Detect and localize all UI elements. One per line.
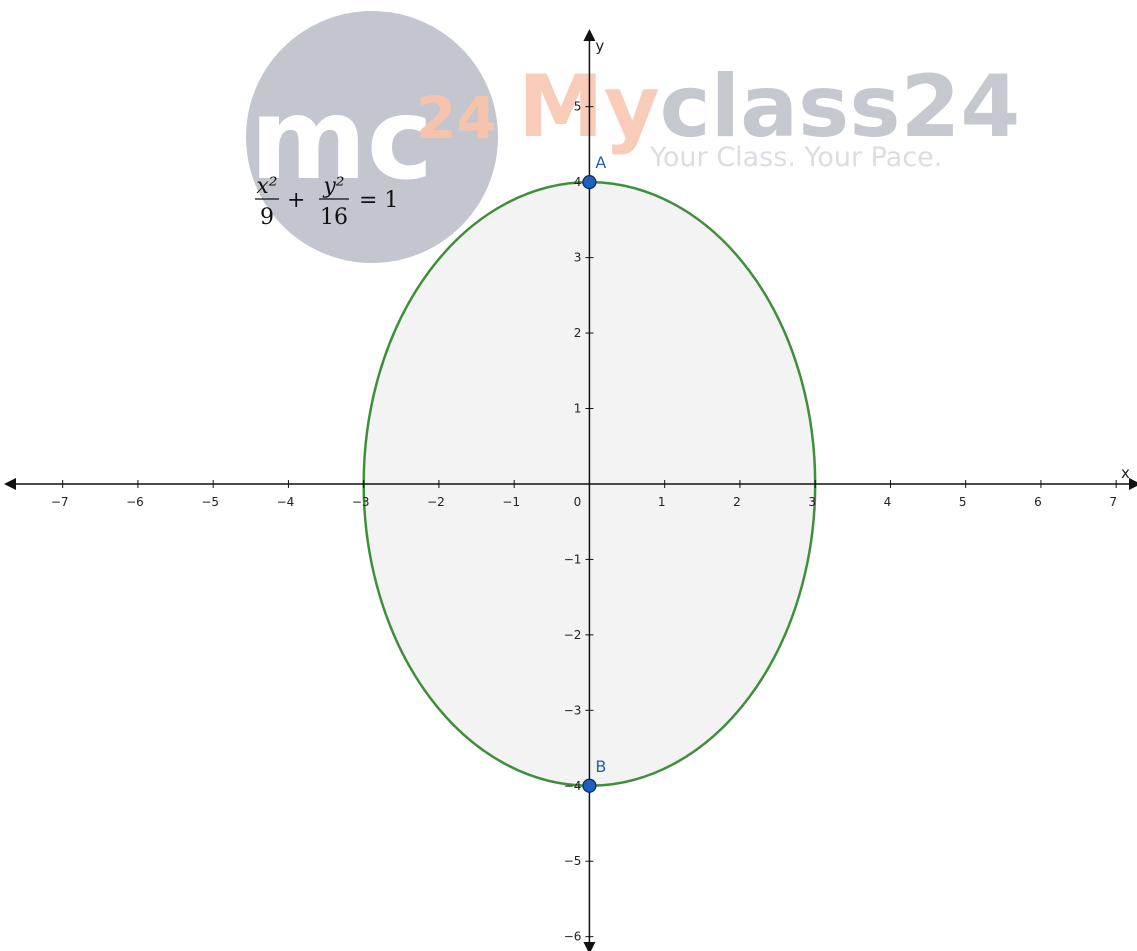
point-label: B <box>595 757 606 776</box>
x-tick-label: 4 <box>884 495 892 509</box>
rhs: = 1 <box>359 188 398 213</box>
denominator: 9 <box>260 205 274 230</box>
watermark-tagline: Your Class. Your Pace. <box>649 142 942 173</box>
x-tick-label: −3 <box>352 495 370 509</box>
denominator: 16 <box>320 205 348 230</box>
x-axis-label: x <box>1121 464 1130 482</box>
x-tick-label: −4 <box>277 495 295 509</box>
y-tick-label: 5 <box>574 100 582 114</box>
x-tick-label: −5 <box>201 495 219 509</box>
equation: x² 9 + y² 16 = 1 <box>255 174 398 230</box>
x-tick-label: 1 <box>658 495 666 509</box>
watermark-circle <box>246 11 498 263</box>
y-tick-label: −3 <box>564 703 582 717</box>
x-tick-label: 5 <box>959 495 967 509</box>
point-label: A <box>595 153 606 172</box>
watermark-logo: mc <box>250 75 433 205</box>
x-tick-label: −1 <box>502 495 520 509</box>
y-tick-label: 1 <box>574 402 582 416</box>
origin-label: 0 <box>574 495 582 509</box>
y-tick-label: −6 <box>564 930 582 944</box>
brand-b: class24 <box>660 57 1021 157</box>
numerator: y² <box>322 174 344 199</box>
x-tick-label: 3 <box>808 495 816 509</box>
y-tick-label: 4 <box>574 175 582 189</box>
y-tick-label: −4 <box>564 779 582 793</box>
x-tick-label: −7 <box>51 495 69 509</box>
plus: + <box>287 188 305 213</box>
point <box>582 778 597 793</box>
y-axis-label: y <box>595 37 604 55</box>
y-tick-label: 3 <box>574 251 582 265</box>
point <box>582 175 597 190</box>
x-tick-label: 7 <box>1109 495 1117 509</box>
y-tick-label: −1 <box>564 552 582 566</box>
y-tick-label: −2 <box>564 628 582 642</box>
x-tick-label: −6 <box>126 495 144 509</box>
x-tick-label: 2 <box>733 495 741 509</box>
x-tick-label: 6 <box>1034 495 1042 509</box>
numerator: x² <box>256 174 277 199</box>
x-tick-label: −2 <box>427 495 445 509</box>
watermark-logo-sup: 24 <box>416 84 497 152</box>
y-tick-label: −5 <box>564 854 582 868</box>
y-tick-label: 2 <box>574 326 582 340</box>
